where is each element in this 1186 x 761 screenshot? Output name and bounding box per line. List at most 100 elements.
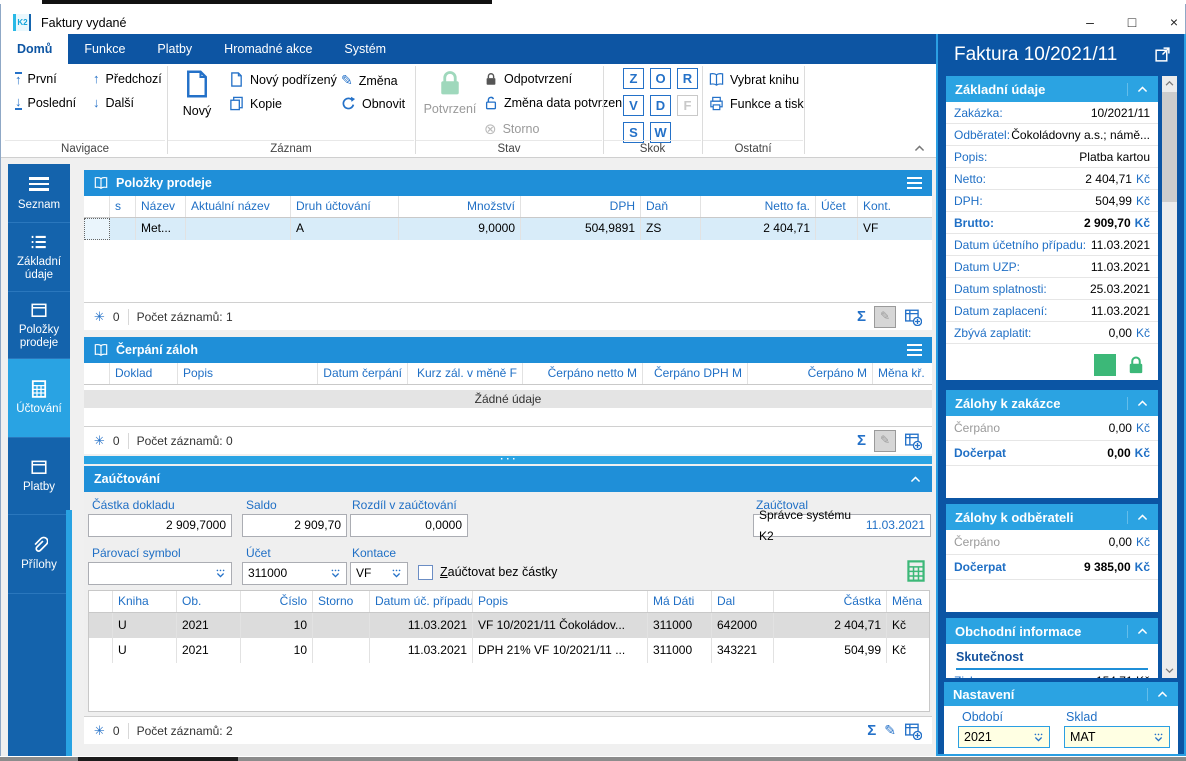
- close-button[interactable]: ×: [1169, 14, 1179, 30]
- sidebar-item-zakladni-udaje[interactable]: Základní údaje: [8, 223, 70, 292]
- group-label-stav: Stav: [416, 140, 602, 156]
- recalculate-icon[interactable]: [905, 559, 927, 583]
- nav-last-button[interactable]: ↓ Poslední: [15, 94, 77, 110]
- dropdown-icon[interactable]: [330, 568, 341, 579]
- sidebar-item-seznam[interactable]: Seznam: [8, 164, 70, 223]
- tab-domu[interactable]: Domů: [1, 34, 69, 64]
- scroll-up-icon[interactable]: [1162, 76, 1177, 91]
- copy-button[interactable]: Kopie: [229, 96, 282, 111]
- hamburger-icon: [29, 174, 49, 194]
- basic-info-header[interactable]: Základní údaje: [946, 76, 1158, 102]
- collapse-section-icon[interactable]: [1127, 396, 1149, 410]
- detail-row: Datum zaplacení: 11.03.2021: [946, 300, 1158, 322]
- unconfirm-button[interactable]: Odpotvrzení: [484, 72, 572, 86]
- collapse-ribbon-icon[interactable]: [913, 142, 926, 155]
- jump-key-r[interactable]: R: [677, 68, 698, 89]
- nav-first-button[interactable]: ↑ První: [15, 72, 57, 87]
- jump-key-v[interactable]: V: [623, 95, 644, 116]
- panel-menu-icon[interactable]: [907, 174, 922, 192]
- sidebar-item-prilohy[interactable]: Přílohy: [8, 515, 70, 594]
- refresh-button[interactable]: Obnovit: [341, 96, 405, 111]
- amount-field[interactable]: 2 909,7000: [88, 514, 232, 537]
- posting-key-label: Kontace: [352, 546, 397, 560]
- advances-footer: ✳ 0 Počet záznamů: 0 Σ ✎: [84, 426, 932, 454]
- group-label-navigace: Navigace: [5, 140, 165, 156]
- jump-key-o[interactable]: O: [650, 68, 671, 89]
- edit-icon[interactable]: ✎: [884, 722, 896, 738]
- sidebar-item-uctovani[interactable]: Účtování: [8, 359, 70, 438]
- scroll-down-icon[interactable]: [1162, 663, 1177, 678]
- tab-system[interactable]: Systém: [344, 42, 387, 56]
- customer-advances-header[interactable]: Zálohy k odběrateli: [946, 504, 1158, 530]
- window-title: Faktury vydané: [41, 16, 127, 30]
- account-label: Účet: [246, 546, 271, 560]
- period-select[interactable]: 2021: [958, 726, 1050, 748]
- collapse-section-icon[interactable]: [1127, 624, 1149, 638]
- posting-key-select[interactable]: VF: [350, 562, 408, 585]
- sum-icon[interactable]: Σ: [856, 432, 866, 449]
- change-confirm-date-button[interactable]: Změna data potvrzení: [484, 96, 626, 110]
- posted-by-field[interactable]: Správce systému K2 11.03.2021: [753, 508, 931, 543]
- balance-field[interactable]: 2 909,70: [242, 514, 347, 537]
- confirm-button[interactable]: Potvrzení: [421, 68, 479, 116]
- account-select[interactable]: 311000: [242, 562, 347, 585]
- edit-button[interactable]: ✎ Změna: [341, 72, 398, 88]
- tab-hromadne-akce[interactable]: Hromadné akce: [224, 42, 313, 56]
- jump-key-w[interactable]: W: [650, 122, 671, 143]
- select-book-button[interactable]: Vybrat knihu: [709, 72, 799, 87]
- sidebar-item-polozky-prodeje[interactable]: Položky prodeje: [8, 292, 70, 359]
- post-without-amount-checkbox[interactable]: [418, 565, 433, 580]
- panel-menu-icon[interactable]: [907, 341, 922, 359]
- functions-print-button[interactable]: Funkce a tisk: [709, 96, 804, 111]
- tab-platby[interactable]: Platby: [157, 42, 193, 56]
- dropdown-icon[interactable]: [1153, 732, 1164, 743]
- sidebar-edge-highlight: [66, 510, 72, 756]
- edit-toggle-icon[interactable]: ✎: [874, 429, 896, 452]
- minimize-button[interactable]: –: [1086, 14, 1094, 30]
- sum-icon[interactable]: Σ: [856, 308, 866, 325]
- collapse-section-icon[interactable]: [1127, 82, 1149, 96]
- nav-next-button[interactable]: ↓ Další: [93, 95, 134, 110]
- dropdown-icon[interactable]: [1033, 732, 1044, 743]
- add-record-icon[interactable]: [904, 432, 922, 450]
- tab-funkce[interactable]: Funkce: [84, 42, 126, 56]
- dropdown-icon[interactable]: [391, 568, 402, 579]
- detail-row: Dočerpat 0,00 Kč: [946, 441, 1158, 466]
- nav-previous-button[interactable]: ↑ Předchozí: [93, 71, 162, 86]
- scrollbar-thumb[interactable]: [1162, 92, 1177, 202]
- sum-icon[interactable]: Σ: [867, 722, 877, 739]
- accounting-row[interactable]: U 2021 10 11.03.2021 DPH 21% VF 10/2021/…: [89, 638, 929, 663]
- open-external-icon[interactable]: [1154, 46, 1171, 63]
- accounting-row[interactable]: U 2021 10 11.03.2021 VF 10/2021/11 Čokol…: [89, 613, 929, 638]
- dropdown-icon[interactable]: [215, 568, 226, 579]
- jump-key-s[interactable]: S: [623, 122, 644, 143]
- tab-skutecnost[interactable]: Skutečnost: [956, 650, 1148, 670]
- detail-row: Odběratel: Čokoládovny a.s.; námě...: [946, 124, 1158, 146]
- add-record-icon[interactable]: [904, 722, 922, 740]
- locked-status-icon: [1126, 354, 1146, 376]
- collapse-section-icon[interactable]: [1127, 510, 1149, 524]
- settings-header[interactable]: Nastavení: [944, 682, 1178, 706]
- pairing-symbol-select[interactable]: [88, 562, 232, 585]
- period-label: Období: [962, 710, 1004, 724]
- detail-scrollbar[interactable]: [1162, 76, 1177, 678]
- background-app-strip-bottom-dark: [78, 757, 238, 761]
- splitter-handle[interactable]: · · ·: [84, 455, 932, 465]
- group-separator: [415, 66, 416, 154]
- warehouse-select[interactable]: MAT: [1064, 726, 1170, 748]
- cancel-storno-button[interactable]: ⊗ Storno: [484, 121, 540, 138]
- order-advances-header[interactable]: Zálohy k zakázce: [946, 390, 1158, 416]
- jump-key-d[interactable]: D: [650, 95, 671, 116]
- sales-item-row[interactable]: Met... A 9,0000 504,9891 ZS 2 404,71 VF: [84, 218, 932, 240]
- new-record-button[interactable]: Nový: [173, 68, 221, 118]
- collapse-section-icon[interactable]: [1147, 687, 1169, 701]
- new-child-button[interactable]: Nový podřízený: [229, 72, 337, 87]
- maximize-button[interactable]: □: [1127, 14, 1137, 30]
- collapse-section-icon[interactable]: [909, 473, 922, 486]
- jump-key-z[interactable]: Z: [623, 68, 644, 89]
- edit-toggle-icon[interactable]: ✎: [874, 305, 896, 328]
- sidebar-item-platby[interactable]: Platby: [8, 438, 70, 515]
- add-record-icon[interactable]: [904, 308, 922, 326]
- business-info-header[interactable]: Obchodní informace: [946, 618, 1158, 644]
- difference-field[interactable]: 0,0000: [350, 514, 468, 537]
